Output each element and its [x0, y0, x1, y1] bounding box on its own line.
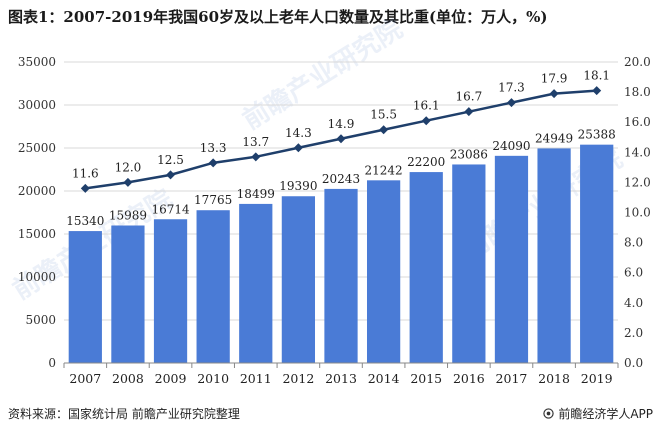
bar-2009 [153, 219, 188, 363]
x-tick-label-2008: 2008 [112, 371, 144, 386]
line-label-2008: 12.0 [115, 160, 142, 174]
brand: 前瞻经济学人APP [543, 405, 653, 422]
y-right-tick-label: 16.0 [624, 115, 651, 129]
y-right-tick-label: 0.0 [624, 356, 643, 370]
bar-series [68, 144, 614, 363]
line-label-2009: 12.5 [157, 153, 184, 167]
bar-label-2009: 16714 [151, 202, 190, 216]
bar-2018 [537, 148, 571, 363]
bar-label-2007: 15340 [66, 214, 104, 228]
y-left-tick-label: 5000 [25, 313, 56, 327]
line-point-2015 [421, 116, 431, 126]
combo-chart: 前瞻产业研究院前瞻产业研究院前瞻产业研究院 153401598916714177… [7, 13, 651, 386]
line-label-2016: 16.7 [455, 90, 482, 104]
bar-2008 [111, 225, 145, 363]
bar-label-2013: 20243 [322, 172, 360, 186]
line-point-2011 [251, 152, 261, 162]
line-point-2009 [166, 170, 176, 180]
y-right-tick-label: 20.0 [624, 55, 651, 69]
bar-2017 [494, 155, 529, 363]
y-left-tick-label: 15000 [18, 227, 56, 241]
line-series [80, 86, 602, 193]
line-label-2017: 17.3 [498, 81, 525, 95]
bar-label-2019: 25388 [578, 128, 616, 142]
y-right-tick-label: 2.0 [624, 326, 643, 340]
bar-2016 [452, 164, 486, 363]
x-tick-label-2010: 2010 [197, 371, 229, 386]
bar-label-2011: 18499 [237, 187, 275, 201]
bar-label-2018: 24949 [535, 131, 573, 145]
y-right-tick-label: 8.0 [624, 236, 643, 250]
line-label-2010: 13.3 [200, 141, 227, 155]
bar-2007 [68, 231, 102, 363]
line-label-2019: 18.1 [583, 69, 610, 83]
bar-label-2008: 15989 [109, 208, 147, 222]
bar-2013 [324, 188, 358, 363]
x-tick-label-2018: 2018 [538, 371, 570, 386]
line-point-2013 [336, 134, 346, 144]
y-left-tick-label: 10000 [18, 270, 56, 284]
x-tick-label-2017: 2017 [496, 371, 528, 386]
x-tick-label-2019: 2019 [581, 371, 613, 386]
brand-name: 前瞻经济学人APP [558, 407, 653, 421]
source-note: 资料来源：国家统计局 前瞻产业研究院整理 [8, 407, 240, 421]
y-right-tick-label: 18.0 [624, 85, 651, 99]
bar-label-2017: 24090 [492, 139, 530, 153]
line-point-2012 [293, 143, 303, 153]
x-tick-label-2014: 2014 [368, 371, 400, 386]
x-tick-label-2016: 2016 [453, 371, 485, 386]
x-tick-label-2011: 2011 [240, 371, 272, 386]
line-point-2010 [208, 158, 218, 168]
y-left-tick-label: 30000 [18, 98, 56, 112]
bar-label-2010: 17765 [194, 193, 232, 207]
y-right-tick-label: 4.0 [624, 296, 643, 310]
bar-label-2014: 21242 [365, 163, 403, 177]
x-tick-label-2013: 2013 [325, 371, 357, 386]
axes: 0 5000 10000 15000 20000 25000 30000 35000 0.0 2.… [18, 55, 651, 386]
bar-2010 [196, 210, 230, 363]
line-label-2018: 17.9 [541, 72, 568, 86]
line-label-2011: 13.7 [242, 135, 269, 149]
bar-label-2012: 19390 [279, 179, 317, 193]
x-tick-label-2015: 2015 [410, 371, 442, 386]
bar-2014 [366, 180, 401, 363]
x-tick-label-2009: 2009 [155, 371, 187, 386]
bar-label-2015: 22200 [407, 155, 445, 169]
y-right-tick-label: 12.0 [624, 175, 651, 189]
line-point-2008 [123, 177, 133, 187]
y-left-tick-label: 0 [48, 356, 56, 370]
line-point-2019 [592, 86, 602, 96]
line-label-2012: 14.3 [285, 126, 312, 140]
x-tick-label-2012: 2012 [282, 371, 314, 386]
chart-title: 图表1：2007-2019年我国60岁及以上老年人口数量及其比重(单位：万人，%… [8, 8, 548, 26]
y-right-tick-label: 14.0 [624, 145, 651, 159]
line-label-2007: 11.6 [72, 166, 99, 180]
y-left-tick-label: 35000 [18, 55, 56, 69]
brand-logo-icon [543, 408, 555, 419]
line-point-2014 [379, 125, 389, 135]
bar-2011 [239, 203, 273, 363]
line-point-2018 [549, 89, 559, 99]
line-point-2017 [506, 98, 516, 108]
x-tick-label-2007: 2007 [69, 371, 101, 386]
bar-data-labels: 15340 15989 16714 17765 18499 19390 20243 21242… [66, 128, 616, 228]
bar-label-2016: 23086 [450, 147, 488, 161]
bar-2012 [281, 196, 316, 363]
y-left-tick-label: 20000 [18, 184, 56, 198]
line-point-2016 [464, 107, 474, 117]
line-data-labels: 11.6 12.0 12.5 13.3 13.7 14.3 14.9 15.5 16.1 16.7… [72, 69, 610, 181]
line-label-2015: 16.1 [413, 99, 440, 113]
line-point-2007 [80, 183, 90, 193]
y-right-tick-label: 6.0 [624, 266, 643, 280]
line-label-2013: 14.9 [328, 117, 355, 131]
line-label-2014: 15.5 [370, 108, 397, 122]
bar-2015 [409, 172, 443, 363]
y-right-tick-label: 10.0 [624, 206, 651, 220]
y-left-tick-label: 25000 [18, 141, 56, 155]
bar-2019 [580, 144, 614, 363]
